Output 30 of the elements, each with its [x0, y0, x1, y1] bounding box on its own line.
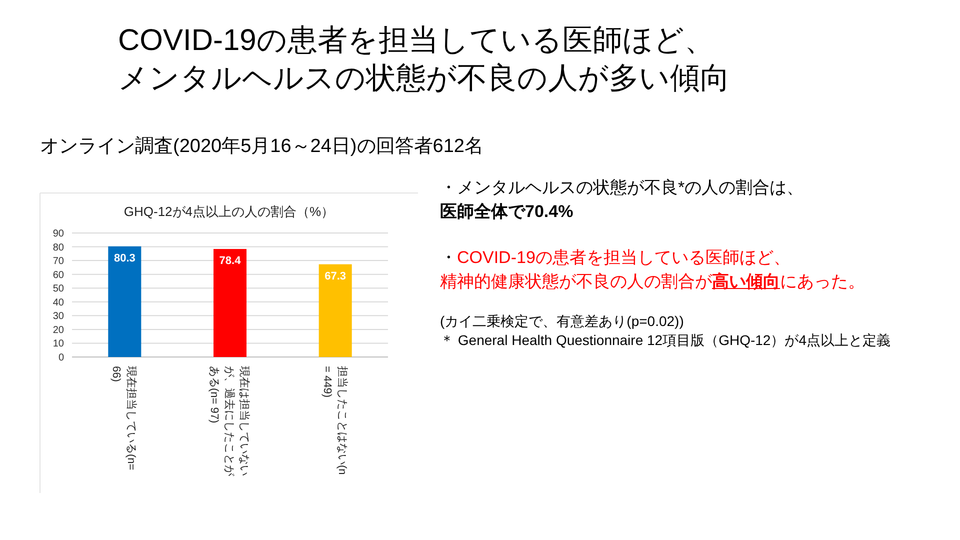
y-tick-label: 40 — [52, 297, 64, 308]
text: 高い傾向 — [712, 272, 780, 291]
text: 精神的健康状態が不良の人の割合が — [440, 272, 712, 291]
y-tick-label: 90 — [52, 228, 64, 240]
y-tick-label: 30 — [52, 311, 64, 322]
text: ・COVID-19の患者を担当している医師ほど、 — [440, 248, 790, 267]
y-tick-label: 70 — [52, 256, 64, 268]
y-tick-label: 10 — [52, 338, 64, 350]
x-tick-label: 現在は担当していないが、過去にしたことがある(n= 97) — [208, 366, 250, 477]
text: にあった。 — [780, 272, 865, 291]
data-label: 80.3 — [114, 252, 136, 264]
data-label: 78.4 — [219, 254, 242, 267]
y-tick-label: 20 — [52, 324, 64, 336]
text: GHQ-12が4点以上の人の割合（%） — [122, 203, 336, 221]
text: (カイ二乗検定で、有意差あり(p=0.02)) — [440, 312, 685, 331]
bar — [318, 264, 352, 357]
text: ＊ General Health Questionnaire 12項目版（GHQ-12）が4点以上と定義 — [440, 331, 892, 350]
bar — [214, 248, 246, 357]
bar — [108, 246, 142, 357]
text: ・メンタルヘルスの状態が不良*の人の割合は、 — [440, 178, 804, 197]
y-tick-label: 60 — [52, 270, 64, 281]
data-label: 67.3 — [324, 270, 346, 282]
y-tick-label: 50 — [52, 284, 64, 295]
chart-subtitle: オンライン調査(2020年5月16～24日)の回答者612名 — [40, 135, 484, 159]
y-tick-label: 0 — [58, 352, 64, 364]
title: COVID-19の患者を担当している医師ほど、メンタルヘルスの状態が不良の人が多い傾向 — [118, 23, 731, 97]
x-tick-label: 現在担当している(n= 66) — [110, 366, 138, 474]
x-tick-label: 担当したことはない(n= 449) — [320, 366, 348, 475]
text: 医師全体で70.4% — [440, 202, 574, 221]
y-tick-label: 80 — [52, 242, 64, 254]
